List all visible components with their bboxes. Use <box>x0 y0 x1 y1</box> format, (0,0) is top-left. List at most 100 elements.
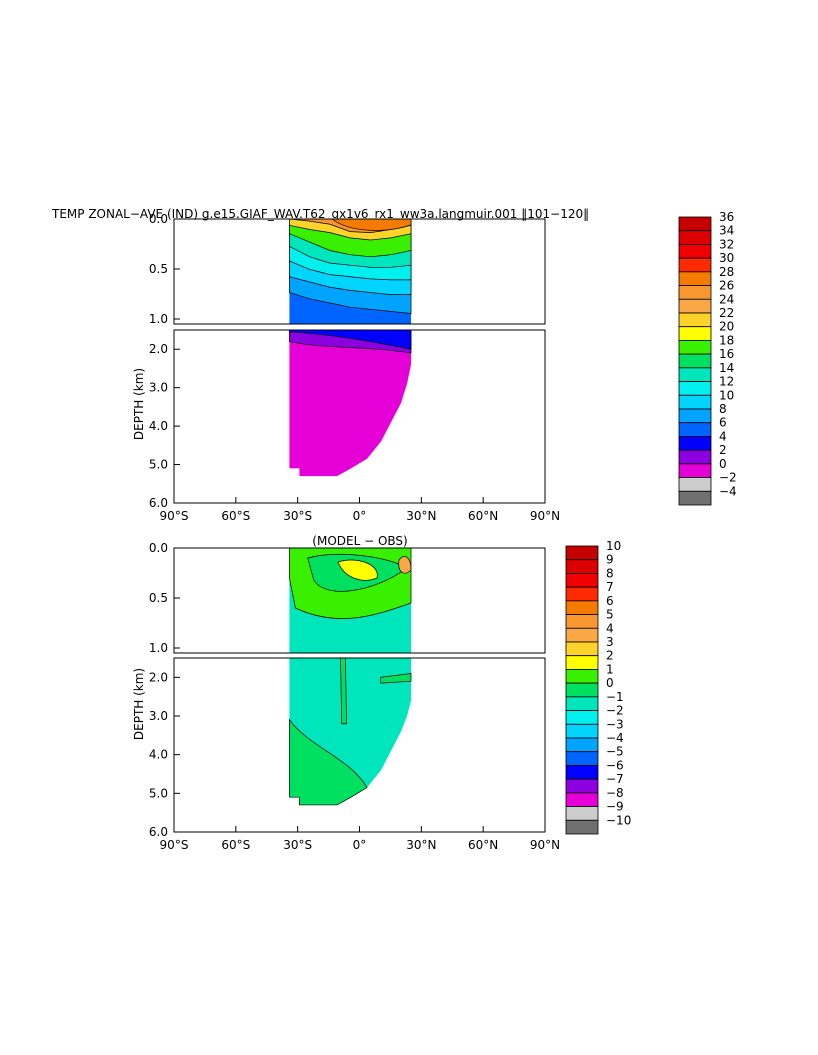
temp-colorbar-label: 24 <box>719 292 734 306</box>
diff-colorbar-swatch <box>565 710 599 725</box>
temp-colorbar-swatch <box>678 230 712 245</box>
temperature-chart: TEMP ZONAL−AVE (IND) g.e15.GIAF_WAV.T62_… <box>51 207 737 523</box>
temp-xtick-label: 30°N <box>406 509 436 523</box>
diff-lower-layer <box>380 673 412 684</box>
diff-x-ticks: 90°S 60°S 30°S 0° 30°N 60°N 90°N <box>160 826 560 852</box>
diff-xtick-label: 30°N <box>406 838 436 852</box>
temp-colorbar-swatch <box>678 271 712 286</box>
temp-colorbar-label: 16 <box>719 347 734 361</box>
diff-colorbar-label: 6 <box>606 594 614 608</box>
diff-xtick-label: 60°N <box>468 838 498 852</box>
diff-ytick-label: 1.0 <box>149 641 168 655</box>
diff-colorbar-swatch <box>565 614 599 629</box>
diff-ytick-label: 0.5 <box>149 591 168 605</box>
diff-xtick-label: 0° <box>353 838 367 852</box>
diff-colorbar-swatch <box>565 600 599 615</box>
diff-lower-layer <box>340 657 347 725</box>
diff-colorbar-label: −7 <box>606 772 624 786</box>
diff-colorbar-swatch <box>565 669 599 684</box>
temp-colorbar-label: 20 <box>719 320 734 334</box>
diff-ytick-label: 3.0 <box>149 709 168 723</box>
diff-upper-layer <box>398 556 412 574</box>
diff-colorbar-label: 4 <box>606 621 614 635</box>
temp-ytick-label: 4.0 <box>149 419 168 433</box>
diff-colorbar-label: −5 <box>606 745 624 759</box>
temp-colorbar-swatch <box>678 353 712 369</box>
temp-colorbar-swatch <box>678 285 712 300</box>
diff-colorbar-label: −1 <box>606 690 624 704</box>
temp-lower-base <box>289 330 412 477</box>
diff-colorbar-swatch <box>565 819 599 835</box>
temp-colorbar-swatch <box>678 340 712 355</box>
temp-colorbar-label: 8 <box>719 402 727 416</box>
temp-colorbar-swatch <box>678 490 712 506</box>
temp-colorbar-swatch <box>678 381 712 396</box>
temp-colorbar-swatch <box>678 422 712 437</box>
temp-colorbar-label: 32 <box>719 237 734 251</box>
temp-upper-warm-core <box>330 218 412 231</box>
diff-colorbar-swatch <box>565 751 599 766</box>
temp-colorbar-label: 36 <box>719 210 734 224</box>
temp-colorbar-swatch <box>678 394 712 410</box>
temp-xtick-label: 0° <box>353 509 367 523</box>
diff-lower-layer <box>289 718 368 806</box>
temp-colorbar-swatch <box>678 326 712 341</box>
diff-colorbar-label: −8 <box>606 786 624 800</box>
diff-colorbar-label: −3 <box>606 717 624 731</box>
temp-ytick-label: 2.0 <box>149 342 168 356</box>
diff-ytick-label: 4.0 <box>149 748 168 762</box>
temp-colorbar-label: 0 <box>719 457 727 471</box>
temp-colorbar-label: 10 <box>719 388 734 402</box>
temp-colorbar-swatch <box>678 367 712 382</box>
temp-ylabel: DEPTH (km) <box>132 368 146 440</box>
diff-colorbar-label: 1 <box>606 662 614 676</box>
diff-colorbar-swatch <box>565 545 599 561</box>
temp-upper-panel: 0.0 0.5 1.0 <box>149 212 546 326</box>
diff-colorbar-swatch <box>565 806 599 821</box>
diff-colorbar-label: −10 <box>606 813 631 827</box>
diff-colorbar-swatch <box>565 655 599 670</box>
diff-ytick-label: 5.0 <box>149 786 168 800</box>
diff-upper-frame <box>173 547 546 654</box>
diff-ylabel: DEPTH (km) <box>132 668 146 740</box>
diff-colorbar-swatch <box>565 586 599 602</box>
temp-colorbar-label: 30 <box>719 251 734 265</box>
diff-colorbar-swatch <box>565 573 599 588</box>
diff-xtick-label: 90°N <box>530 838 560 852</box>
temp-colorbar-label: 26 <box>719 279 734 293</box>
diff-ytick-label: 2.0 <box>149 670 168 684</box>
temp-colorbar-swatch <box>678 312 712 328</box>
temp-colorbar-label: −2 <box>719 471 737 485</box>
diff-colorbar-swatch <box>565 682 599 698</box>
temp-colorbar-label: 34 <box>719 224 734 238</box>
temp-xtick-label: 90°N <box>530 509 560 523</box>
diff-colorbar-label: 9 <box>606 553 614 567</box>
diff-upper-layer <box>337 559 378 581</box>
temp-upper-frame <box>173 218 546 325</box>
diff-colorbar-label: 5 <box>606 608 614 622</box>
temp-xtick-label: 60°S <box>221 509 250 523</box>
diff-xtick-label: 30°S <box>283 838 312 852</box>
diff-colorbar-label: −6 <box>606 758 624 772</box>
diff-colorbar-swatch <box>565 559 599 574</box>
diff-lower-panel: 2.0 3.0 4.0 5.0 6.0 <box>149 657 546 839</box>
temp-ytick-label: 0.5 <box>149 262 168 276</box>
temp-colorbar-swatch <box>678 216 712 232</box>
temp-lower-panel: 2.0 3.0 4.0 5.0 6.0 <box>149 329 546 510</box>
diff-colorbar-swatch <box>565 765 599 780</box>
temp-colorbar-label: 12 <box>719 375 734 389</box>
temp-colorbar-swatch <box>678 463 712 478</box>
temp-colorbar-swatch <box>678 257 712 273</box>
temp-colorbar-label: 4 <box>719 429 727 443</box>
temp-colorbar-swatch <box>678 436 712 451</box>
diff-colorbar-label: 10 <box>606 539 621 553</box>
diff-colorbar-label: 8 <box>606 566 614 580</box>
diff-ytick-label: 0.0 <box>149 541 168 555</box>
temp-colorbar-swatch <box>678 408 712 424</box>
temp-ytick-label: 3.0 <box>149 381 168 395</box>
diff-colorbar-label: 3 <box>606 635 614 649</box>
temp-ytick-label: 0.0 <box>149 212 168 226</box>
diff-colorbar-swatch <box>565 737 599 753</box>
